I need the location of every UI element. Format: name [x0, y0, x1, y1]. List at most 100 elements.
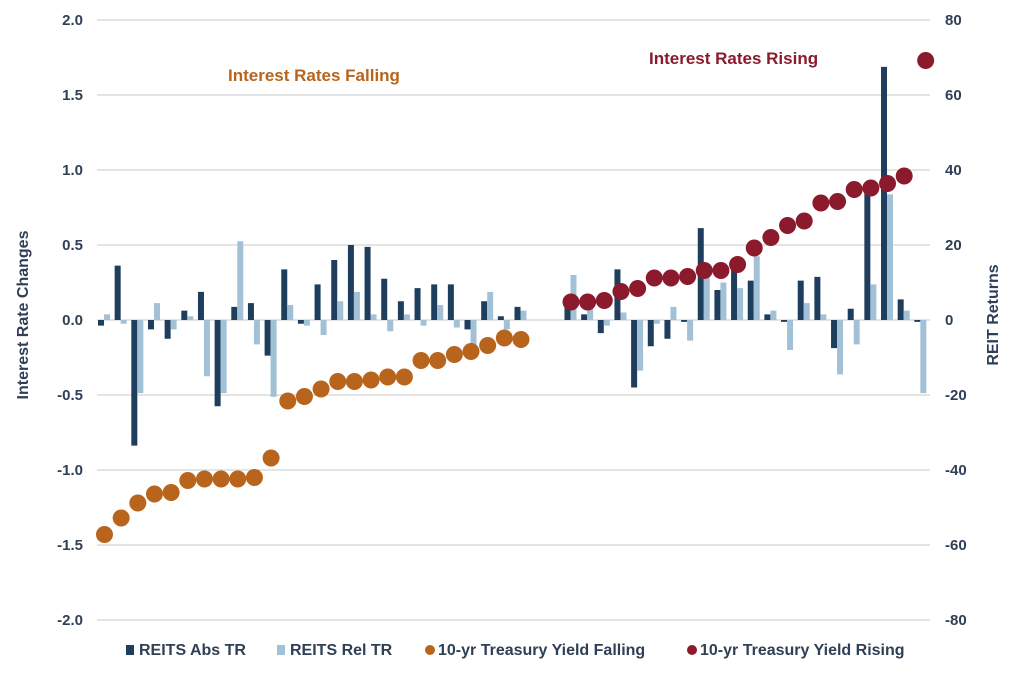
dot-yield-falling — [129, 494, 147, 512]
left-tick-label: 0.0 — [62, 312, 83, 329]
bar-reits-rel — [353, 291, 360, 320]
bar-reits-abs — [747, 280, 754, 320]
bar-reits-abs — [297, 320, 304, 324]
dot-yield-falling — [379, 368, 397, 386]
dot-yield-rising — [812, 194, 830, 212]
bar-reits-rel — [470, 320, 477, 354]
bar-reits-abs — [431, 284, 438, 320]
dot-yield-falling — [229, 470, 247, 488]
legend-swatch-falling — [425, 645, 435, 655]
bar-reits-abs — [247, 303, 254, 320]
bar-reits-rel — [120, 320, 127, 324]
dot-yield-falling — [479, 337, 497, 354]
bar-reits-rel — [303, 320, 310, 326]
bar-reits-rel — [104, 314, 110, 320]
bar-reits-abs — [581, 314, 588, 320]
dot-yield-rising — [662, 269, 680, 287]
bar-reits-abs — [597, 320, 604, 334]
dot-yield-rising — [762, 229, 780, 246]
right-tick-label: -40 — [945, 462, 967, 479]
bar-reits-abs — [314, 284, 321, 320]
left-tick-label: 0.5 — [62, 237, 83, 254]
bar-reits-rel — [687, 320, 694, 341]
dot-yield-rising — [595, 292, 613, 309]
left-tick-label: -0.5 — [57, 387, 83, 404]
dot-yield-falling — [112, 509, 130, 527]
bar-reits-rel — [220, 320, 227, 394]
bar-reits-rel — [637, 320, 644, 371]
bar-reits-rel — [420, 320, 427, 326]
dot-yield-rising — [917, 52, 935, 69]
left-axis-ticks: 2.0 1.5 1.0 0.5 0.0 -0.5 -1.0 -1.5 -2.0 — [57, 12, 83, 629]
bar-reits-abs — [331, 260, 338, 320]
bar-reits-rel — [703, 275, 710, 320]
bar-reits-abs — [231, 306, 238, 320]
bar-reits-abs — [864, 186, 871, 320]
dot-yield-rising — [679, 268, 697, 285]
bar-reits-abs — [114, 265, 121, 320]
bar-reits-rel — [753, 256, 760, 320]
bar-reits-rel — [820, 314, 827, 320]
bar-reits-abs — [847, 308, 854, 320]
bar-reits-abs — [481, 301, 488, 320]
bar-reits-rel — [520, 310, 527, 320]
bar-reits-rel — [270, 320, 277, 397]
bar-reits-rel — [170, 320, 177, 330]
dot-yield-falling — [329, 373, 347, 390]
left-axis-title: Interest Rate Changes — [15, 230, 32, 399]
dot-yield-falling — [445, 346, 463, 363]
bar-reits-abs — [347, 245, 354, 320]
dot-yield-falling — [412, 352, 430, 369]
bar-reits-abs — [381, 278, 388, 320]
dot-yield-rising — [612, 283, 630, 300]
bar-reits-abs — [764, 314, 771, 320]
bar-reits-rel — [453, 320, 460, 328]
bar-reits-abs — [164, 320, 171, 339]
left-tick-label: 1.5 — [62, 87, 83, 104]
bar-reits-abs — [514, 306, 521, 320]
dot-yield-rising — [895, 167, 913, 185]
dot-yield-falling — [212, 470, 230, 488]
right-tick-label: -20 — [945, 387, 967, 404]
bar-reits-rel — [403, 314, 410, 320]
bar-reits-rel — [237, 241, 244, 320]
bar-reits-rel — [137, 320, 144, 394]
bar-reits-rel — [837, 320, 844, 375]
bar-reits-rel — [503, 320, 510, 330]
bar-reits-rel — [437, 305, 444, 320]
legend-label-rel: REITS Rel TR — [290, 642, 393, 659]
dot-yield-falling — [462, 343, 480, 360]
bar-reits-rel — [887, 194, 894, 320]
bar-reits-abs — [781, 320, 788, 322]
bar-reits-abs — [831, 320, 838, 349]
bar-reits-rel — [653, 320, 660, 324]
legend-swatch-abs — [126, 645, 134, 655]
bar-reits-abs — [147, 320, 154, 330]
dot-yield-rising — [779, 217, 797, 234]
legend-label-abs: REITS Abs TR — [139, 642, 246, 659]
bar-reits-rel — [603, 320, 610, 326]
dot-yield-falling — [95, 526, 113, 543]
dot-yield-falling — [262, 449, 280, 467]
dot-yield-rising — [695, 262, 713, 279]
bar-reits-abs — [447, 284, 454, 320]
dot-yield-rising — [645, 269, 663, 287]
right-tick-label: -80 — [945, 612, 967, 629]
bar-reits-abs — [714, 290, 721, 320]
bar-reits-abs — [814, 276, 821, 320]
right-tick-label: -60 — [945, 537, 967, 554]
dot-yield-rising — [712, 262, 730, 279]
bar-layer — [98, 66, 927, 446]
bar-reits-abs — [564, 305, 571, 320]
dot-yield-rising — [879, 175, 897, 192]
bar-reits-abs — [397, 301, 404, 320]
right-axis-title: REIT Returns — [985, 264, 1002, 365]
dot-yield-rising — [845, 181, 863, 198]
bar-reits-rel — [203, 320, 210, 377]
bar-reits-rel — [903, 310, 910, 320]
dot-yield-falling — [345, 373, 363, 390]
bar-reits-abs — [497, 316, 504, 320]
bar-reits-abs — [681, 320, 688, 322]
bar-reits-rel — [387, 320, 394, 332]
